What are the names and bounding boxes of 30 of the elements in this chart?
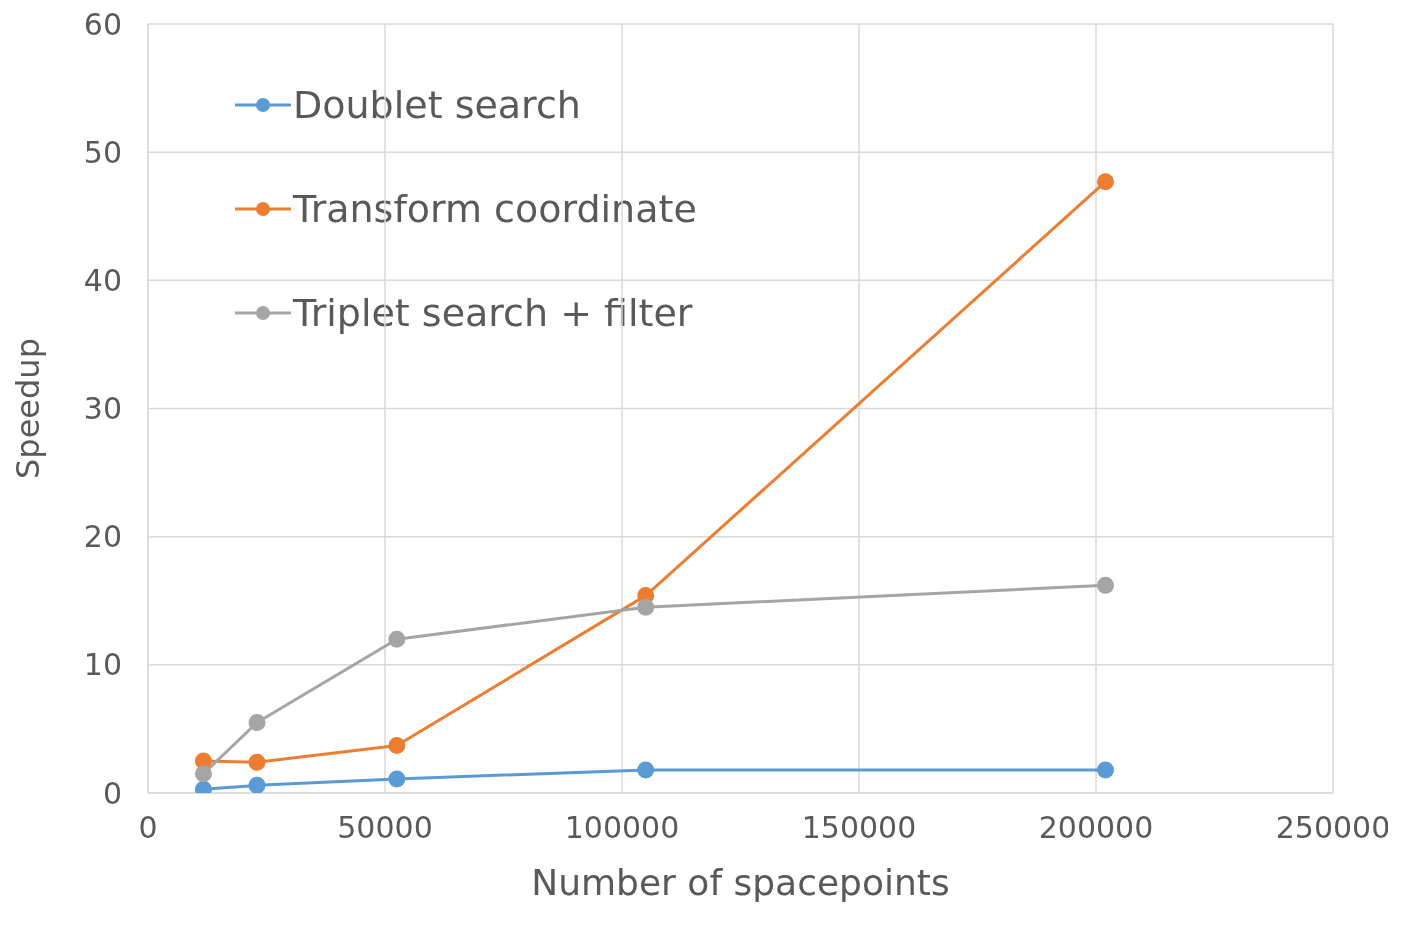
y-tick-label: 10	[83, 647, 122, 683]
legend-label: Transform coordinate	[293, 187, 697, 231]
x-tick-label: 200000	[1038, 810, 1154, 846]
point	[637, 598, 655, 616]
y-tick-label: 60	[83, 6, 122, 42]
point	[248, 753, 266, 771]
legend-label: Doublet search	[293, 83, 581, 127]
x-tick-label: 100000	[564, 810, 680, 846]
y-axis-title: Speedup	[9, 338, 48, 479]
point	[388, 630, 406, 648]
point	[248, 714, 266, 732]
point	[1096, 761, 1114, 779]
y-tick-label: 0	[102, 775, 122, 811]
x-tick-label: 250000	[1275, 810, 1391, 846]
y-tick-label: 20	[83, 519, 122, 555]
x-tick-label: 150000	[801, 810, 917, 846]
y-tick-label: 40	[83, 262, 122, 298]
point	[637, 761, 655, 779]
y-tick-label: 50	[83, 134, 122, 170]
legend-label: Triplet search + filter	[293, 291, 693, 335]
y-tick-label: 30	[83, 391, 122, 427]
x-axis-title: Number of spacepoints	[531, 862, 950, 903]
point	[194, 765, 212, 783]
x-tick-label: 50000	[337, 810, 433, 846]
point	[1096, 576, 1114, 594]
x-tick-label: 0	[138, 810, 158, 846]
point	[388, 770, 406, 788]
point	[388, 737, 406, 755]
point	[1096, 173, 1114, 191]
point	[248, 776, 266, 793]
